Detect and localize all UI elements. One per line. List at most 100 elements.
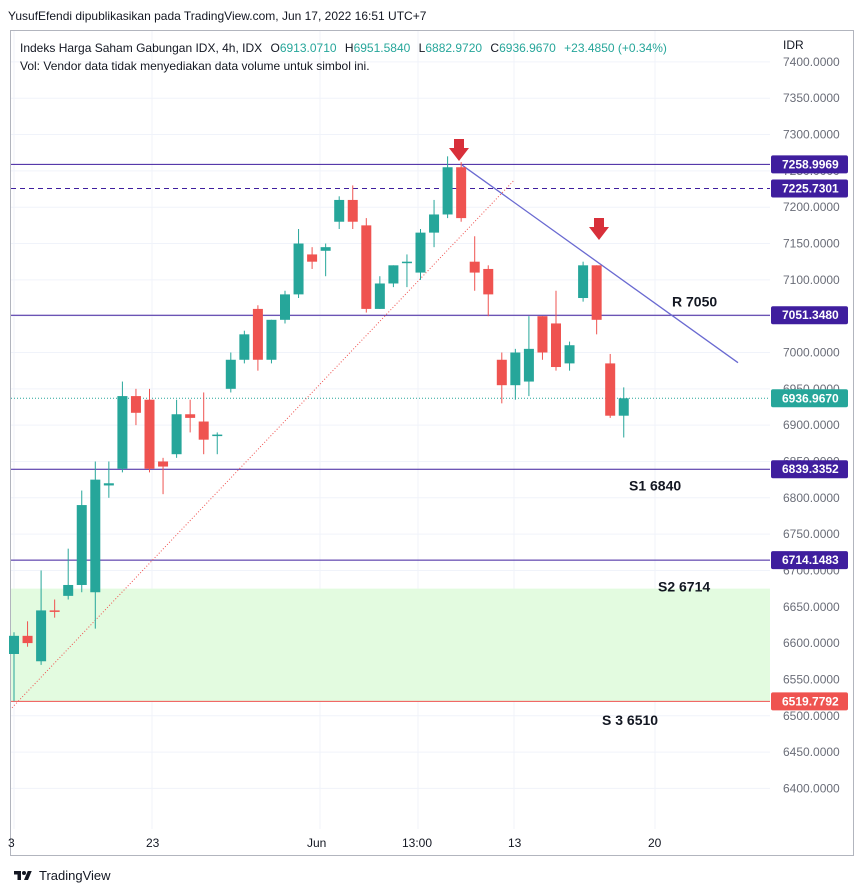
candle-body (415, 232, 426, 273)
price-tag-label: 7258.9969 (782, 157, 839, 171)
y-tick-label: 6800.0000 (783, 491, 840, 505)
candle-body (334, 199, 345, 222)
candle-body (225, 359, 236, 389)
change-value: +23.4850 (+0.34%) (564, 41, 667, 55)
candle-body (76, 505, 87, 585)
candle-body (510, 352, 521, 386)
footer[interactable]: TradingView (12, 868, 111, 883)
y-tick-label: 6900.0000 (783, 418, 840, 432)
candle-body (374, 283, 385, 309)
candle-body (185, 414, 196, 418)
candle-body (551, 323, 561, 368)
price-tag-label: 7225.7301 (782, 182, 839, 196)
candle-body (117, 396, 128, 469)
candle-body (347, 199, 358, 222)
candle-body (523, 348, 534, 382)
y-tick-label: 7200.0000 (783, 200, 840, 214)
candle-body (36, 610, 47, 662)
candle-body (618, 398, 629, 416)
tradingview-brand: TradingView (39, 868, 111, 883)
candle-body (239, 334, 250, 360)
candle-body (22, 635, 33, 644)
y-tick-label: 6550.0000 (783, 672, 840, 686)
level-annotation: S1 6840 (629, 477, 681, 493)
y-tick-label: 6750.0000 (783, 527, 840, 541)
x-tick-label: 23 (146, 836, 160, 850)
low-label: L (418, 41, 426, 55)
x-tick-label: Jun (307, 836, 326, 850)
y-tick-label: 6650.0000 (783, 600, 840, 614)
y-tick-label: 6400.0000 (783, 781, 840, 795)
ascending-trendline (11, 179, 515, 709)
candle-body (361, 225, 372, 309)
high-label: H (344, 41, 354, 55)
close-value: 6936.9670 (499, 41, 556, 55)
open-label: O (270, 41, 280, 55)
candle-body (171, 414, 182, 455)
candle-body (90, 479, 101, 593)
level-annotation: S2 6714 (658, 578, 710, 594)
price-tag (771, 155, 848, 174)
descending-trendline (461, 164, 739, 364)
candle-body (280, 294, 290, 320)
candle-body (401, 261, 412, 264)
chart-legend: Indeks Harga Saham Gabungan IDX, 4h, IDX… (20, 39, 667, 75)
price-tag-label: 6839.3352 (782, 462, 839, 476)
low-value: 6882.9720 (425, 41, 483, 55)
publish-info: YusufEfendi dipublikasikan pada TradingV… (8, 9, 427, 23)
candle-body (130, 396, 141, 413)
x-tick-label: 13 (508, 836, 522, 850)
support-zone (11, 588, 770, 702)
volume-note: Vol: Vendor data tidak menyediakan data … (20, 59, 370, 73)
candle-body (266, 319, 277, 360)
x-tick-label: 3 (8, 836, 15, 850)
candle-body (252, 308, 263, 360)
price-tag (771, 389, 848, 408)
y-tick-label: 6450.0000 (783, 745, 840, 759)
price-tag-label: 6714.1483 (782, 553, 839, 567)
candle-body (564, 345, 575, 364)
candle-body (320, 247, 331, 251)
y-tick-label: 7150.0000 (783, 237, 840, 251)
candle-body (469, 261, 480, 273)
x-tick-label: 13:00 (402, 836, 432, 850)
price-tag-label: 6936.9670 (782, 391, 839, 405)
candle-body (537, 316, 548, 353)
candle-body (307, 254, 318, 262)
y-tick-label: 7400.0000 (783, 55, 840, 69)
down-arrow-icon (589, 218, 609, 240)
price-tag (771, 460, 848, 479)
chart-frame (10, 30, 854, 856)
candle-body (63, 584, 74, 596)
candle-body (144, 399, 155, 469)
y-tick-label: 7350.0000 (783, 91, 840, 105)
candle-body (429, 214, 440, 233)
y-tick-label: 7100.0000 (783, 273, 840, 287)
price-tag (771, 306, 848, 325)
price-tag (771, 179, 848, 198)
tradingview-logo-icon (14, 870, 32, 880)
candle-body (198, 421, 209, 440)
candle-body (103, 483, 114, 486)
candle-body (483, 268, 494, 295)
candle-body (442, 167, 453, 215)
open-value: 6913.0710 (279, 41, 337, 55)
candle-body (293, 243, 304, 295)
candle-body (212, 434, 223, 437)
candle-body (591, 265, 602, 320)
candle-body (496, 359, 507, 386)
price-tag (771, 551, 848, 570)
candle-body (578, 265, 589, 299)
symbol-title: Indeks Harga Saham Gabungan IDX, 4h, IDX (20, 41, 263, 55)
candle-body (49, 610, 60, 612)
level-annotation: R 7050 (672, 294, 717, 310)
price-tag-label: 6519.7792 (782, 694, 839, 708)
y-tick-label: 6600.0000 (783, 636, 840, 650)
candle-body (158, 461, 169, 467)
candle-body (456, 167, 467, 219)
level-annotation: S 3 6510 (602, 712, 658, 728)
high-value: 6951.5840 (353, 41, 411, 55)
price-tag (771, 692, 848, 711)
y-tick-label: 6500.0000 (783, 709, 840, 723)
